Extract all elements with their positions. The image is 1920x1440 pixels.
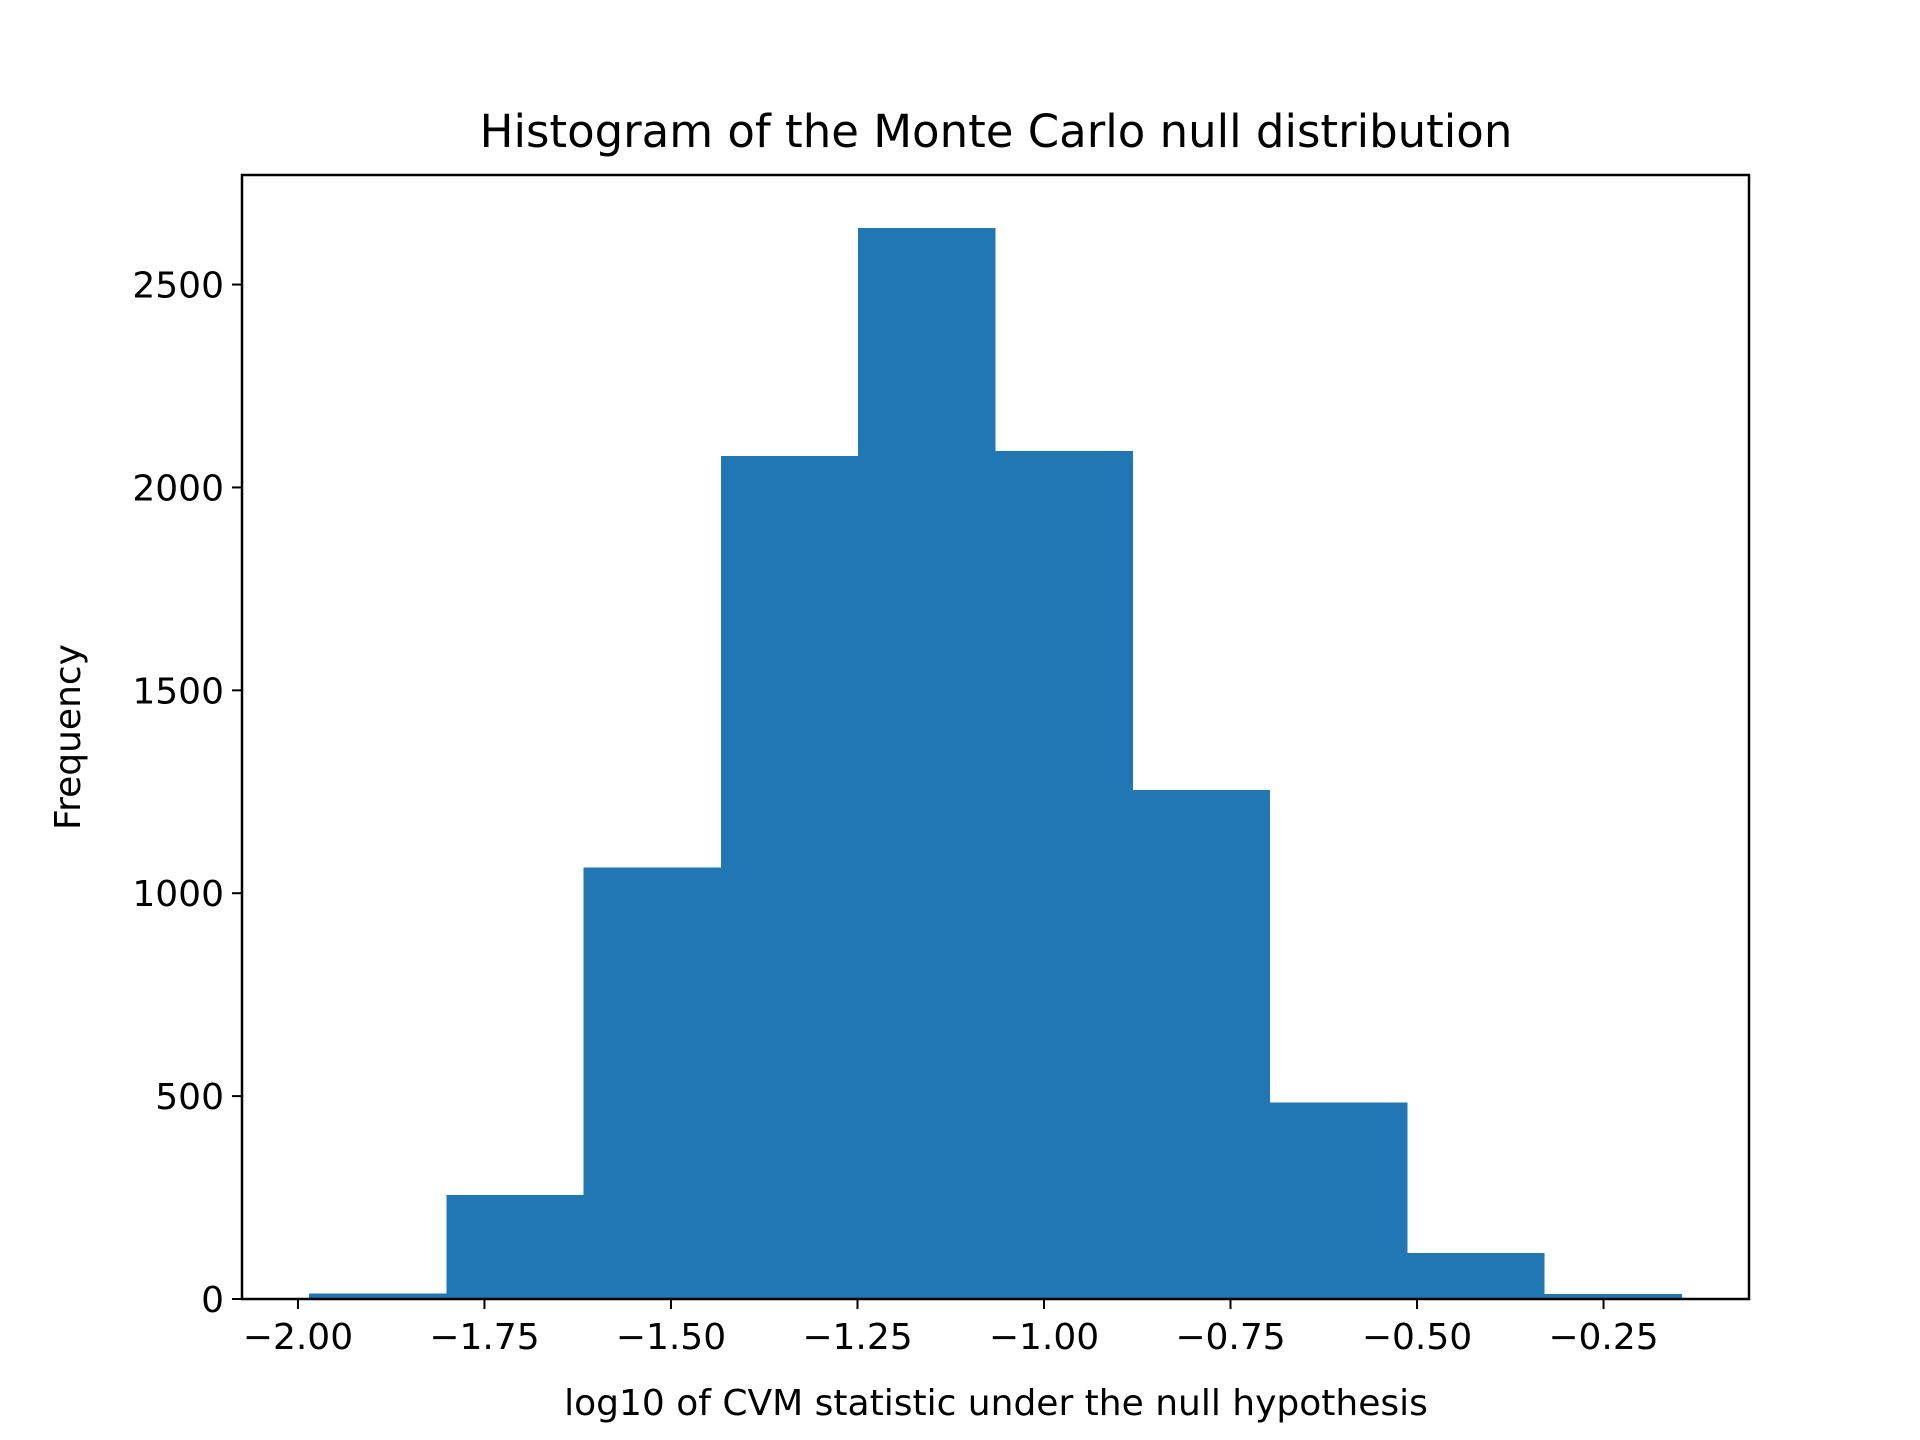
plot-frame [240, 173, 1751, 1301]
histogram-bar [446, 1195, 584, 1299]
bars-layer [309, 227, 1682, 1300]
y-tick-label: 1000 [132, 874, 224, 915]
histogram-bar [1132, 790, 1271, 1299]
histogram-bar [720, 455, 859, 1299]
histogram-bar [1544, 1294, 1682, 1299]
chart-title: Histogram of the Monte Carlo null distri… [480, 105, 1513, 158]
histogram-bar [583, 867, 721, 1299]
histogram-bar [995, 450, 1133, 1299]
y-tick-label: 500 [155, 1077, 224, 1118]
x-tick-label: −0.75 [1175, 1317, 1285, 1358]
y-tick-label: 0 [201, 1280, 224, 1321]
histogram-bar [858, 227, 996, 1300]
x-tick-label: −1.25 [802, 1317, 912, 1358]
x-tick-label: −1.50 [616, 1317, 726, 1358]
x-axis-label: log10 of CVM statistic under the null hy… [564, 1383, 1428, 1424]
x-axis: −2.00 −1.75 −1.50 −1.25 −1.00 −0.75 −0.50 −0.25 [243, 1299, 1659, 1358]
y-tick-label: 1500 [132, 671, 224, 712]
y-tick-label: 2000 [132, 468, 224, 509]
y-tick-label: 2500 [132, 266, 224, 307]
x-tick-label: −1.75 [429, 1317, 539, 1358]
x-tick-label: −0.25 [1548, 1317, 1658, 1358]
x-tick-label: −1.00 [989, 1317, 1099, 1358]
histogram-bar [309, 1293, 447, 1299]
histogram-bar [1407, 1253, 1545, 1299]
x-tick-label: −0.50 [1362, 1317, 1472, 1358]
x-tick-label: −2.00 [243, 1317, 353, 1358]
y-axis-label: Frequency [48, 644, 89, 830]
histogram-bar [1270, 1102, 1408, 1299]
y-axis: 0 500 1000 1500 2000 2500 [132, 266, 242, 1321]
